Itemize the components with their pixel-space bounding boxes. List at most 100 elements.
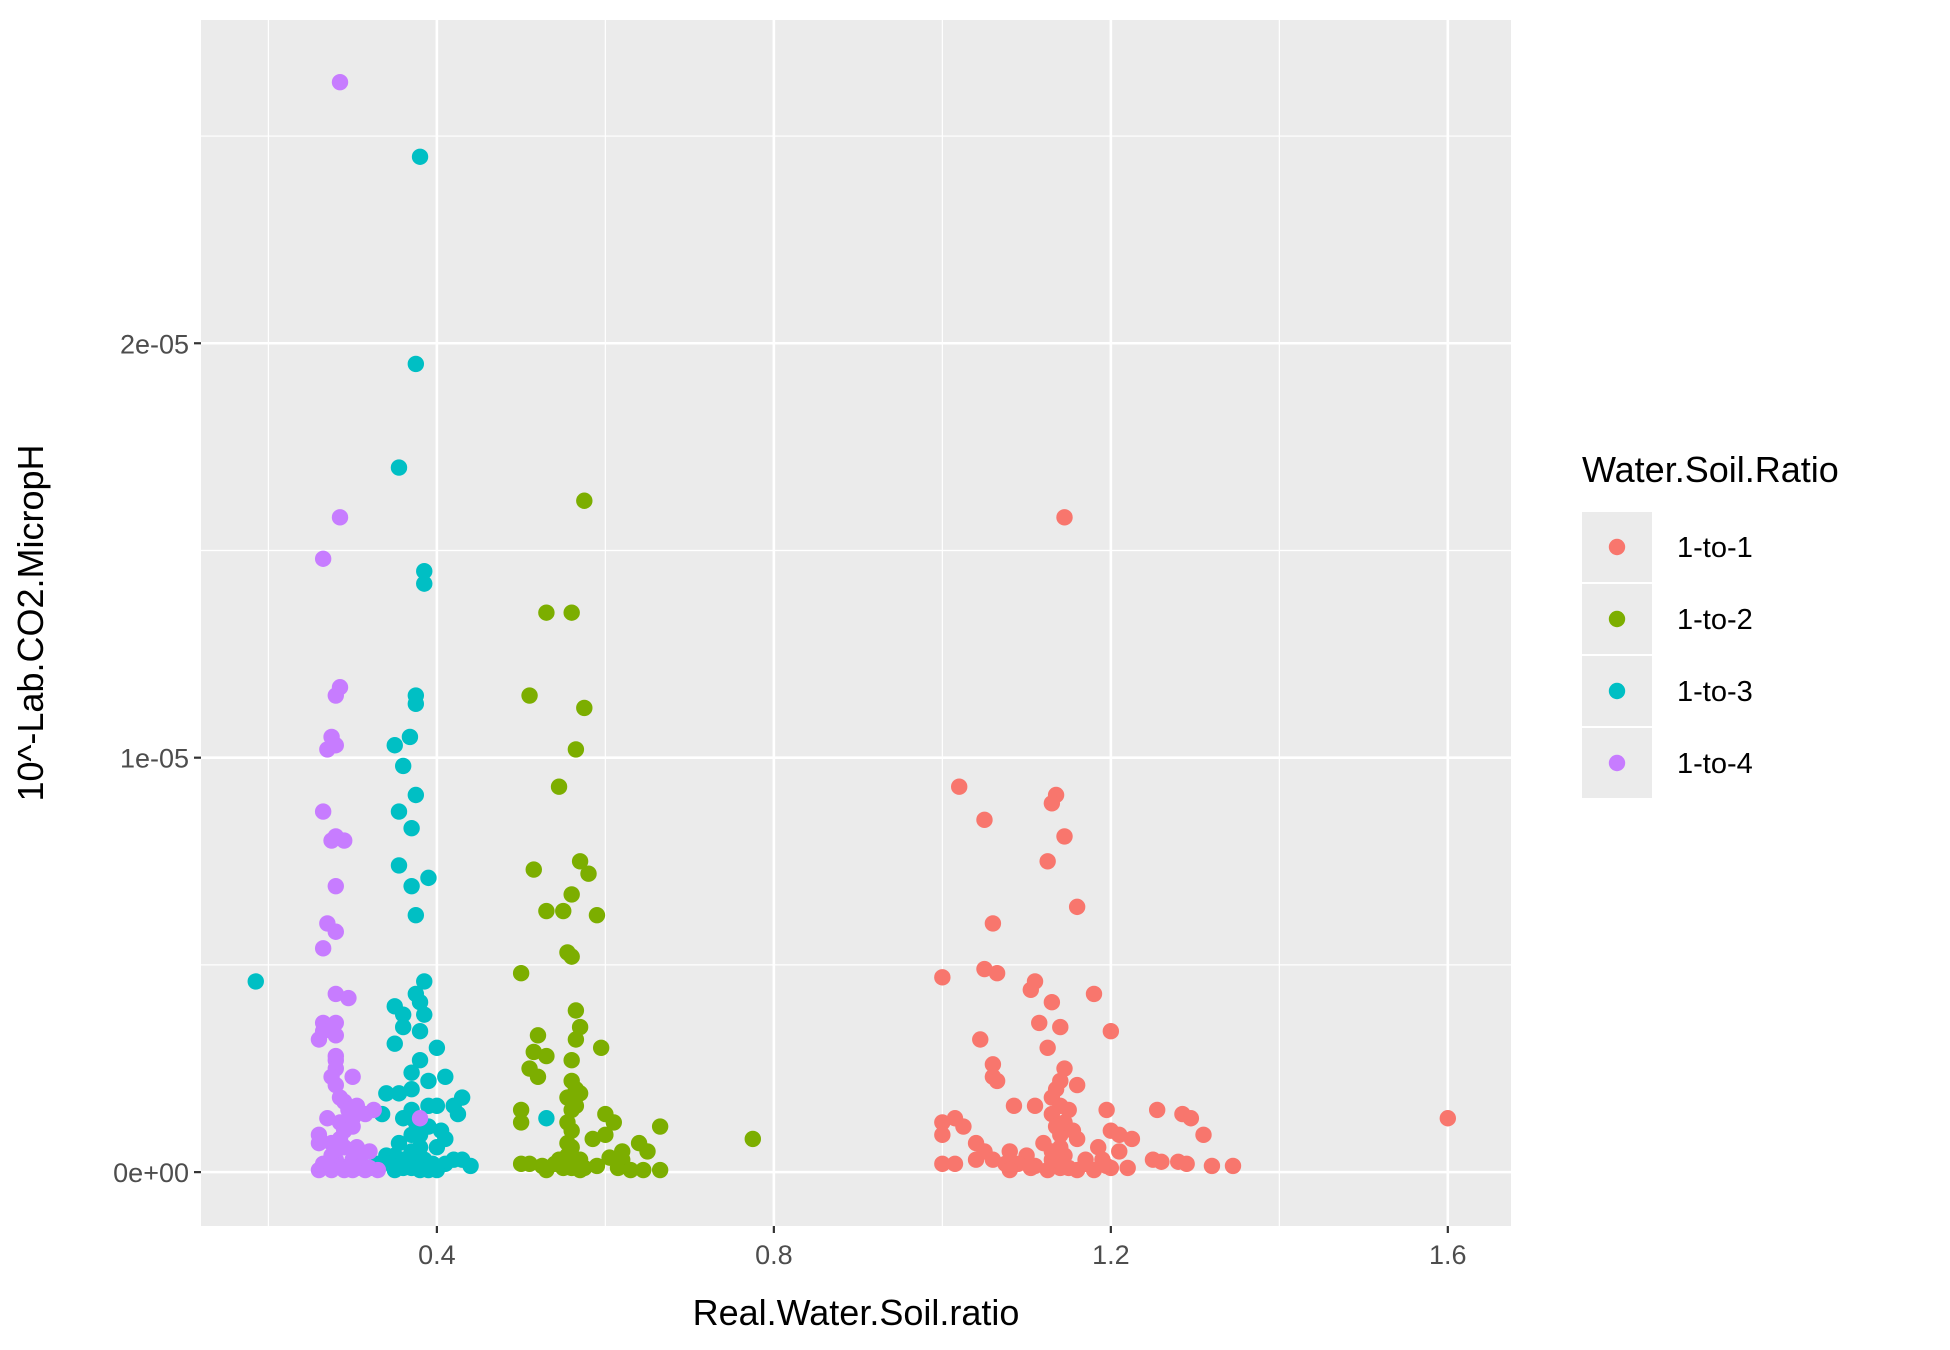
data-point xyxy=(323,832,340,849)
data-point xyxy=(1439,1110,1457,1127)
data-point xyxy=(1090,1139,1107,1156)
x-axis-title: Real.Water.Soil.ratio xyxy=(693,1292,1020,1333)
data-point xyxy=(314,803,332,820)
data-point xyxy=(407,355,425,373)
data-point xyxy=(592,1039,610,1056)
data-point xyxy=(605,1114,622,1131)
data-point xyxy=(1043,795,1061,812)
data-point xyxy=(563,1147,580,1164)
x-tick-label: 1.2 xyxy=(1092,1240,1130,1270)
x-tick-label: 0.8 xyxy=(755,1240,793,1270)
data-point xyxy=(327,923,344,940)
data-point xyxy=(512,1101,530,1119)
data-point xyxy=(1111,1126,1128,1144)
data-point xyxy=(538,1110,555,1127)
data-point xyxy=(1001,1161,1018,1179)
data-point xyxy=(955,1118,972,1135)
data-point xyxy=(428,1161,446,1179)
data-point xyxy=(538,1161,555,1179)
data-point xyxy=(1056,1060,1073,1077)
data-point xyxy=(428,1039,446,1056)
data-point xyxy=(1039,1039,1056,1056)
data-point xyxy=(428,1139,446,1156)
data-point xyxy=(310,1161,328,1179)
data-point xyxy=(247,973,264,990)
data-point xyxy=(588,1157,606,1175)
legend-title: Water.Soil.Ratio xyxy=(1582,449,1839,490)
data-point xyxy=(1022,981,1040,998)
data-point xyxy=(622,1161,639,1179)
data-point xyxy=(1102,1023,1120,1040)
y-axis-title: 10^-Lab.CO2.MicropH xyxy=(10,444,51,801)
data-point xyxy=(340,989,357,1007)
data-point xyxy=(394,757,412,775)
data-point xyxy=(588,906,606,924)
data-point xyxy=(571,1018,589,1036)
data-point xyxy=(976,960,993,978)
data-point xyxy=(571,1161,589,1179)
data-point xyxy=(1068,1076,1086,1094)
data-point xyxy=(394,1110,412,1127)
data-point xyxy=(934,1126,951,1144)
y-tick-label: 0e+00 xyxy=(113,1158,189,1188)
major-gridlines xyxy=(201,20,1511,1226)
data-point xyxy=(1098,1101,1115,1119)
data-point xyxy=(378,1085,395,1102)
data-point xyxy=(314,1023,332,1040)
data-point xyxy=(420,869,437,887)
data-point xyxy=(512,1114,530,1131)
data-point xyxy=(567,1031,585,1048)
data-point xyxy=(390,803,408,820)
data-point xyxy=(390,857,408,874)
data-point xyxy=(1119,1159,1136,1177)
data-point xyxy=(567,1002,585,1019)
data-point xyxy=(1178,1155,1195,1173)
data-point xyxy=(521,1155,538,1173)
data-point xyxy=(314,550,332,567)
data-point xyxy=(1123,1130,1141,1148)
data-point xyxy=(934,969,951,986)
data-point xyxy=(1039,853,1056,870)
data-point xyxy=(336,832,353,849)
data-point xyxy=(1043,1143,1061,1160)
data-point xyxy=(984,915,1002,932)
data-point xyxy=(525,861,542,878)
data-point xyxy=(512,964,530,982)
data-point xyxy=(319,741,336,758)
data-point xyxy=(550,1151,568,1168)
data-point xyxy=(411,1110,429,1127)
data-point xyxy=(988,1072,1006,1090)
data-point xyxy=(416,973,433,990)
data-point xyxy=(563,948,580,965)
data-point xyxy=(1043,994,1061,1011)
data-point xyxy=(1203,1157,1221,1175)
data-point xyxy=(1026,1097,1044,1115)
data-point xyxy=(407,695,425,713)
data-point xyxy=(411,1023,429,1040)
data-point xyxy=(563,604,580,621)
data-point xyxy=(428,1097,446,1115)
data-point xyxy=(1111,1143,1128,1160)
data-point xyxy=(327,985,344,1003)
data-point xyxy=(416,575,433,592)
legend-entry-label: 1-to-1 xyxy=(1677,532,1753,564)
data-point xyxy=(407,786,425,804)
data-point xyxy=(1195,1126,1212,1144)
data-point xyxy=(1052,1018,1069,1036)
legend-entry-label: 1-to-2 xyxy=(1677,604,1753,636)
data-point xyxy=(988,964,1006,982)
data-point xyxy=(420,1072,437,1090)
data-point xyxy=(336,1122,353,1139)
data-point xyxy=(411,1139,429,1156)
data-point xyxy=(403,877,420,895)
x-tick-label: 1.6 xyxy=(1429,1240,1467,1270)
data-point xyxy=(331,73,349,91)
data-point xyxy=(390,1134,408,1152)
data-point xyxy=(559,1134,576,1152)
data-point xyxy=(411,148,429,165)
data-point xyxy=(1056,509,1073,526)
data-point xyxy=(327,877,344,895)
y-axis: 0e+00 1e-05 2e-05 xyxy=(113,329,201,1188)
data-point xyxy=(319,1110,336,1127)
